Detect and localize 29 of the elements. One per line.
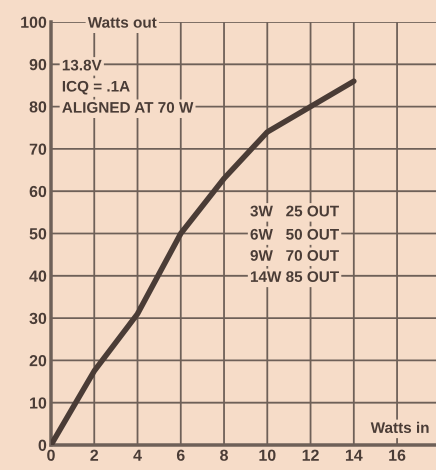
- x-tick-label: 10: [259, 450, 276, 461]
- y-tick-label: 70: [30, 144, 46, 155]
- x-axis-title: Watts in: [370, 422, 429, 434]
- y-tick-label: 50: [30, 228, 46, 240]
- y-tick-label: 100: [21, 16, 46, 28]
- x-tick-label: 0: [47, 450, 55, 461]
- x-tick-label: 12: [302, 450, 319, 461]
- x-tick-label: 8: [220, 450, 228, 461]
- annotation: ICQ = .1A: [62, 80, 130, 95]
- annotation: 9W 70 OUT: [250, 250, 339, 261]
- annotation: 3W 25 OUT: [250, 206, 339, 216]
- y-tick-label: 60: [30, 186, 46, 198]
- y-tick-label: 0: [38, 440, 46, 451]
- x-tick-label: 2: [90, 450, 98, 461]
- x-tick-label: 14: [346, 450, 363, 461]
- y-tick-label: 90: [30, 58, 46, 70]
- x-tick-label: 16: [389, 450, 406, 461]
- y-tick-label: 20: [30, 355, 46, 366]
- y-axis-title: Watts out: [88, 17, 157, 28]
- annotation: 13.8V: [62, 60, 102, 71]
- annotation: ALIGNED AT 70 W: [62, 102, 194, 113]
- x-tick-label: 6: [176, 450, 185, 461]
- y-tick-label: 80: [30, 101, 46, 113]
- annotation: 6W 50 OUT: [250, 228, 339, 240]
- y-tick-label: 30: [29, 312, 46, 324]
- y-tick-label: 10: [30, 397, 46, 409]
- y-tick-label: 40: [29, 270, 46, 282]
- annotation: 14W 85 OUT: [250, 271, 339, 282]
- x-tick-label: 4: [133, 450, 142, 461]
